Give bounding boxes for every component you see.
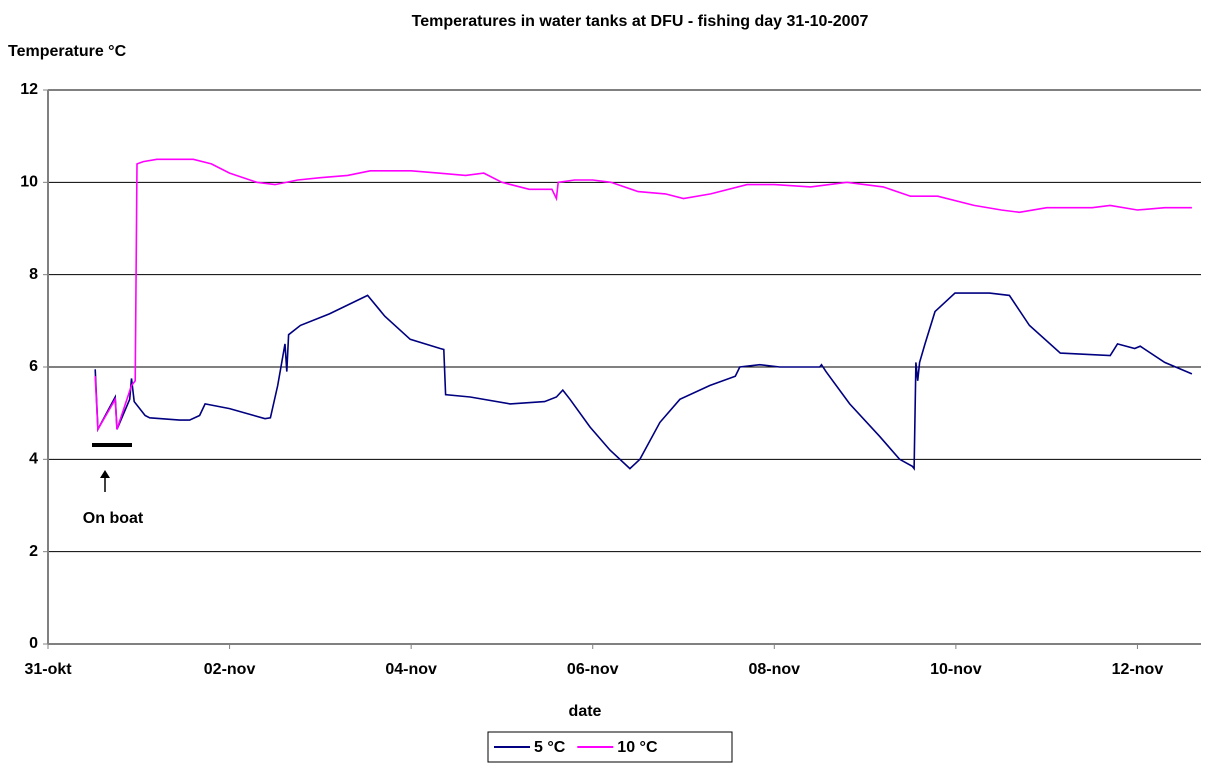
- line: [94, 292, 1193, 471]
- y-tick-label: 4: [29, 451, 38, 468]
- chart-title: Temperatures in water tanks at DFU - fis…: [412, 13, 869, 30]
- x-tick-label: 04-nov: [385, 661, 437, 678]
- arrow-head: [100, 470, 110, 478]
- x-tick-label: 12-nov: [1112, 661, 1164, 678]
- x-tick-label: 08-nov: [749, 661, 801, 678]
- line: [94, 158, 1192, 433]
- legend-label: 5 °C: [534, 739, 566, 756]
- y-tick-label: 2: [29, 543, 38, 560]
- annotation: On boat: [83, 510, 144, 527]
- x-axis-label: date: [569, 703, 602, 720]
- x-tick-label: 31-okt: [24, 661, 72, 678]
- y-tick-label: 0: [29, 635, 38, 652]
- x-tick-label: 10-nov: [930, 661, 982, 678]
- y-tick-label: 6: [29, 358, 38, 375]
- x-tick-label: 06-nov: [567, 661, 619, 678]
- y-tick-label: 12: [20, 81, 38, 98]
- y-axis-label: Temperature °C: [8, 43, 127, 60]
- y-tick-label: 10: [20, 174, 38, 191]
- x-tick-label: 02-nov: [204, 661, 256, 678]
- legend-label: 10 °C: [617, 739, 658, 756]
- y-tick-label: 8: [29, 266, 38, 283]
